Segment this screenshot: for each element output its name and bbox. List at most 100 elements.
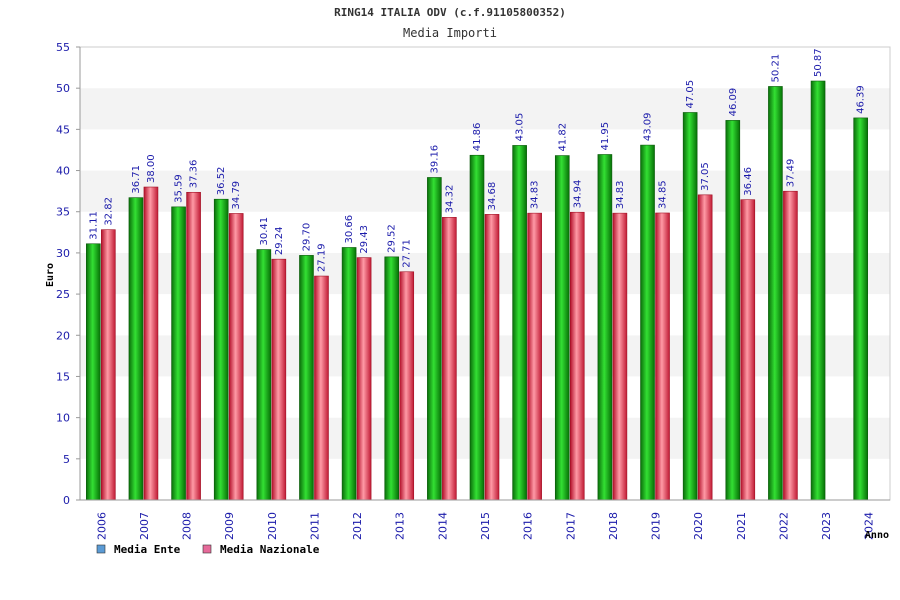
value-label: 37.05 [700, 162, 711, 191]
value-label: 36.46 [743, 167, 754, 196]
bar-media-nazionale [655, 212, 670, 501]
x-tick-label: 2012 [351, 512, 364, 540]
bar-media-ente [554, 155, 570, 501]
value-label: 32.82 [103, 197, 114, 226]
chart-title: RING14 ITALIA ODV (c.f.91105800352) [334, 6, 566, 19]
y-tick-label: 0 [63, 494, 70, 507]
legend: Media Ente Media Nazionale [96, 543, 320, 556]
x-tick-label: 2024 [863, 512, 876, 540]
value-label: 46.39 [856, 85, 867, 114]
value-label: 34.94 [572, 180, 583, 209]
bar-media-ente [512, 145, 527, 501]
bar-media-ente [213, 198, 229, 501]
bar-media-nazionale [271, 258, 287, 501]
value-label: 43.05 [515, 113, 526, 142]
x-tick-label: 2006 [95, 512, 108, 540]
x-tick-label: 2010 [266, 512, 279, 540]
x-tick-label: 2015 [479, 512, 492, 540]
x-tick-label: 2020 [692, 512, 705, 540]
value-labels: 31.11 32.82 36.71 38.00 35.59 37.36 36.52 34.79… [88, 48, 866, 272]
y-tick-label: 45 [56, 123, 70, 136]
bar-media-ente [427, 177, 442, 501]
value-label: 29.24 [274, 227, 285, 256]
bar-media-ente [853, 117, 868, 501]
value-label: 29.70 [301, 223, 312, 252]
value-label: 43.09 [643, 112, 654, 141]
value-label: 34.68 [487, 182, 498, 211]
bar-media-nazionale [314, 275, 329, 501]
x-tick-label: 2018 [607, 512, 620, 540]
bar-media-nazionale [783, 190, 798, 501]
x-axis-title: Anno [865, 530, 889, 541]
bar-media-nazionale [527, 212, 542, 501]
bars [86, 80, 868, 501]
bar-media-nazionale [484, 214, 500, 501]
grid-band [80, 47, 890, 89]
value-label: 50.87 [813, 48, 824, 77]
x-tick-label: 2009 [223, 512, 236, 540]
bar-media-ente [341, 247, 357, 501]
value-label: 29.52 [387, 224, 398, 253]
bar-media-ente [299, 255, 314, 501]
value-label: 39.16 [429, 145, 440, 174]
bar-media-ente [256, 249, 272, 501]
y-tick-label: 20 [56, 329, 70, 342]
x-tick-label: 2022 [777, 512, 790, 540]
value-label: 41.95 [600, 122, 611, 151]
legend-label-media-ente: Media Ente [114, 543, 181, 556]
value-label: 37.49 [785, 159, 796, 188]
bar-media-nazionale [442, 217, 457, 501]
x-tick-label: 2023 [820, 512, 833, 540]
value-label: 47.05 [685, 80, 696, 109]
legend-swatch-media-ente [96, 544, 106, 554]
value-label: 27.71 [402, 239, 413, 268]
y-tick-label: 55 [56, 41, 70, 54]
chart-subtitle: Media Importi [403, 26, 497, 40]
value-label: 36.71 [131, 165, 142, 194]
value-label: 30.41 [259, 217, 270, 246]
bar-media-ente [682, 112, 698, 501]
y-tick-label: 15 [56, 370, 70, 383]
bar-media-ente [725, 120, 741, 501]
y-tick-label: 50 [56, 82, 70, 95]
legend-swatch-media-nazionale [202, 544, 212, 554]
bar-media-ente [171, 206, 186, 501]
bar-media-nazionale [186, 191, 201, 501]
bar-media-nazionale [356, 257, 372, 501]
x-tick-label: 2016 [522, 512, 535, 540]
y-axis-title: Euro [45, 263, 56, 287]
bar-media-ente [768, 86, 783, 501]
value-label: 35.59 [174, 174, 185, 203]
x-tick-label: 2014 [436, 512, 449, 540]
bar-media-ente [597, 154, 613, 501]
legend-label-media-nazionale: Media Nazionale [220, 543, 320, 556]
grid-band [80, 88, 890, 130]
x-tick-label: 2021 [735, 512, 748, 540]
value-label: 36.52 [216, 167, 227, 196]
x-axis: 2006 2007 2008 2009 2010 2011 2012 2013 2014 2015… [80, 499, 890, 540]
y-tick-label: 40 [56, 165, 70, 178]
value-label: 41.82 [557, 123, 568, 152]
y-tick-label: 35 [56, 206, 70, 219]
y-tick-label: 5 [63, 453, 70, 466]
bar-media-nazionale [612, 212, 628, 501]
y-tick-label: 10 [56, 412, 70, 425]
value-label: 30.66 [344, 215, 355, 244]
x-tick-label: 2007 [138, 512, 151, 540]
y-axis: 0 5 10 15 20 25 30 35 40 45 50 55 [56, 41, 81, 507]
value-label: 37.36 [189, 160, 200, 189]
value-label: 31.11 [88, 211, 99, 240]
value-label: 46.09 [728, 88, 739, 117]
bar-media-nazionale [228, 213, 244, 501]
x-tick-label: 2017 [564, 512, 577, 540]
bar-media-nazionale [399, 271, 415, 501]
value-label: 34.83 [530, 180, 541, 209]
y-tick-label: 30 [56, 247, 70, 260]
value-label: 27.19 [316, 243, 327, 272]
bar-media-ente [810, 80, 826, 501]
bar-media-ente [128, 197, 144, 501]
x-tick-label: 2011 [308, 512, 321, 540]
x-tick-label: 2008 [181, 512, 194, 540]
value-label: 34.85 [658, 180, 669, 209]
